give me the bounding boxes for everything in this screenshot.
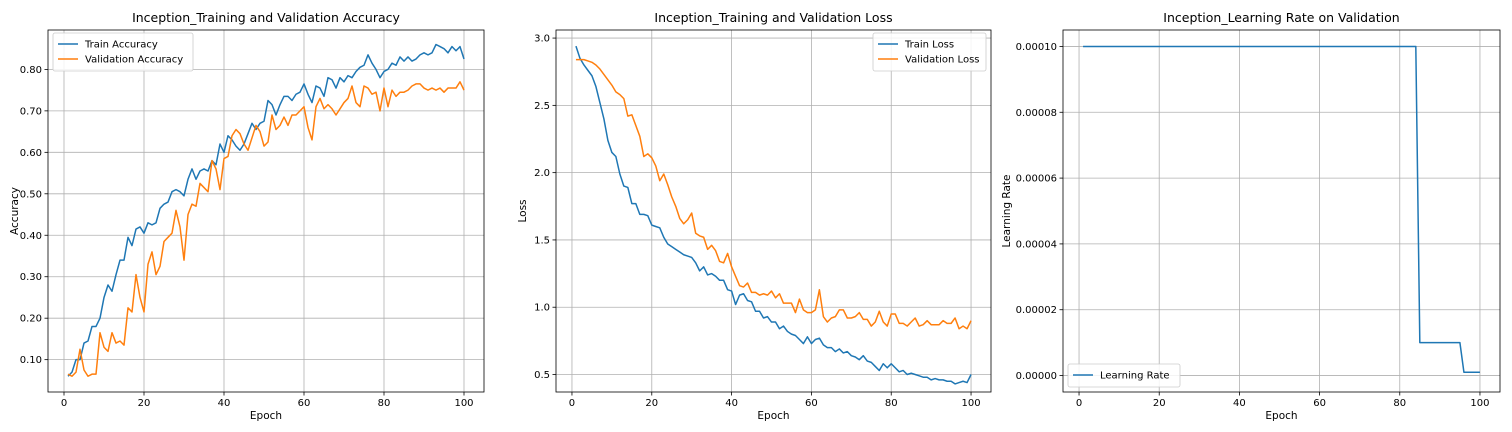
y-tick-label: 0.00004	[1016, 239, 1057, 250]
x-tick-label: 100	[454, 398, 473, 409]
accuracy-legend: Train Accuracy Validation Accuracy	[52, 32, 194, 72]
y-tick-label: 0.00006	[1016, 174, 1057, 185]
x-tick-label: 20	[1153, 398, 1166, 409]
loss-panel: 0 20 40 60 80 100 0.5 1.0 1.5 2.0 2.5 3.0 Inception_…	[517, 10, 992, 422]
y-tick-label: 0.30	[20, 272, 42, 283]
x-tick-label: 0	[61, 398, 67, 409]
validation-loss-legend-label: Validation Loss	[905, 55, 980, 66]
loss-chart-title: Inception_Training and Validation Loss	[654, 10, 892, 25]
loss-x-axis-label: Epoch	[757, 410, 789, 422]
x-tick-label: 20	[645, 398, 658, 409]
x-tick-label: 40	[218, 398, 231, 409]
learning-rate-y-axis-label: Learning Rate	[1001, 175, 1013, 248]
y-tick-label: 0.70	[20, 106, 42, 117]
x-tick-label: 20	[138, 398, 151, 409]
x-tick-label: 80	[378, 398, 391, 409]
loss-axes-frame	[555, 29, 992, 393]
learning-rate-panel: 0 20 40 60 80 100 0.00000 0.00002 0.00004 0.00006…	[1001, 10, 1501, 422]
train-accuracy-line	[67, 43, 465, 377]
learning-rate-legend-label: Learning Rate	[1100, 371, 1170, 382]
learning-rate-chart-title: Inception_Learning Rate on Validation	[1163, 10, 1399, 25]
x-tick-label: 60	[298, 398, 311, 409]
loss-y-axis-label: Loss	[517, 199, 529, 222]
x-tick-label: 0	[1076, 398, 1082, 409]
y-tick-label: 0.00010	[1016, 42, 1057, 53]
loss-legend: Train Loss Validation Loss	[872, 32, 987, 72]
accuracy-chart-title: Inception_Training and Validation Accura…	[132, 10, 400, 25]
x-tick-label: 80	[885, 398, 898, 409]
y-tick-label: 0.60	[20, 148, 42, 159]
y-tick-label: 0.80	[20, 65, 42, 76]
accuracy-x-axis-label: Epoch	[250, 410, 282, 422]
x-tick-label: 0	[569, 398, 575, 409]
y-tick-label: 0.50	[20, 189, 42, 200]
learning-rate-legend: Learning Rate	[1067, 363, 1181, 388]
train-accuracy-legend-label: Train Accuracy	[84, 40, 158, 51]
y-tick-label: 1.5	[534, 235, 550, 246]
loss-grid	[556, 30, 991, 392]
x-tick-label: 100	[961, 398, 980, 409]
learning-rate-line	[1083, 45, 1480, 373]
learning-rate-axes-frame	[1062, 29, 1501, 393]
validation-accuracy-line	[67, 81, 465, 377]
legend-box	[52, 32, 194, 72]
y-tick-label: 0.5	[534, 370, 550, 381]
y-tick-label: 0.00008	[1016, 108, 1057, 119]
x-tick-label: 100	[1470, 398, 1489, 409]
train-loss-line	[575, 45, 972, 385]
x-tick-label: 60	[805, 398, 818, 409]
x-tick-label: 40	[1233, 398, 1246, 409]
y-tick-label: 0.00000	[1016, 371, 1057, 382]
legend-box	[1067, 363, 1181, 388]
y-tick-label: 1.0	[534, 303, 550, 314]
validation-accuracy-legend-label: Validation Accuracy	[85, 55, 183, 66]
y-tick-label: 0.10	[20, 355, 42, 366]
y-tick-label: 2.0	[534, 168, 550, 179]
y-tick-label: 0.20	[20, 314, 42, 325]
y-tick-label: 0.40	[20, 231, 42, 242]
x-tick-label: 40	[725, 398, 738, 409]
learning-rate-x-axis-label: Epoch	[1265, 410, 1297, 422]
y-tick-label: 0.00002	[1016, 305, 1057, 316]
train-loss-legend-label: Train Loss	[904, 40, 954, 51]
accuracy-panel: 0 20 40 60 80 100 0.10 0.20 0.30 0.40 0.50 0.60 0.70…	[9, 10, 485, 422]
x-tick-label: 80	[1393, 398, 1406, 409]
accuracy-y-axis-label: Accuracy	[9, 187, 21, 235]
y-tick-label: 2.5	[534, 101, 550, 112]
x-tick-label: 60	[1313, 398, 1326, 409]
y-tick-label: 3.0	[534, 34, 550, 45]
validation-loss-line	[575, 58, 972, 330]
legend-box	[872, 32, 987, 72]
accuracy-axes-frame	[47, 29, 485, 393]
